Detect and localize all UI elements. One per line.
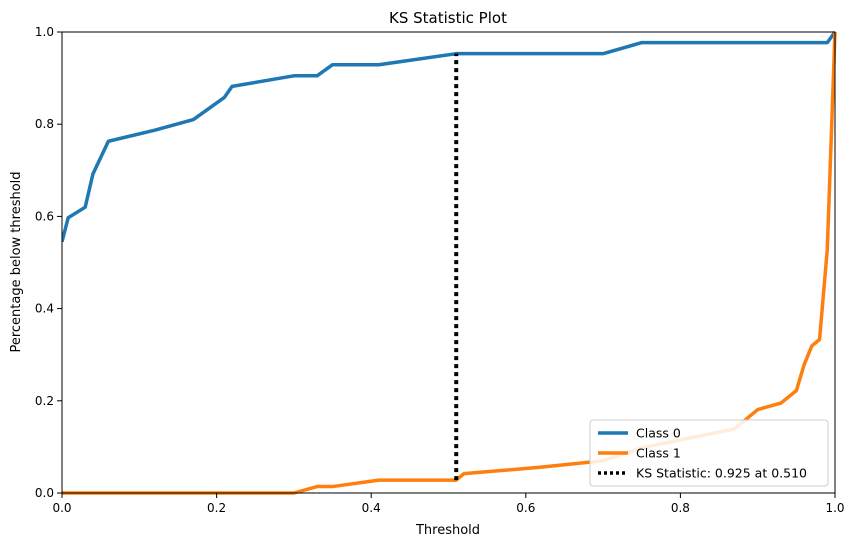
x-tick-label: 0.8 <box>671 501 690 515</box>
legend-label: Class 1 <box>636 446 681 461</box>
x-tick-label: 0.0 <box>52 501 71 515</box>
y-tick-label: 0.4 <box>35 302 54 316</box>
chart-legend: Class 0 Class 1 KS Statistic: 0.925 at 0.5… <box>589 419 829 487</box>
y-axis-label: Percentage below threshold <box>9 171 24 352</box>
x-tick-label: 0.2 <box>207 501 226 515</box>
legend-box <box>589 419 829 487</box>
y-tick-label: 0.2 <box>35 394 54 408</box>
chart-title: KS Statistic Plot <box>389 9 507 27</box>
x-tick-label: 0.6 <box>516 501 535 515</box>
y-tick-label: 0.0 <box>35 486 54 500</box>
y-tick-label: 0.6 <box>35 209 54 223</box>
y-axis-ticks: 0.0 0.2 0.4 0.6 0.8 1.0 <box>35 25 62 500</box>
y-tick-label: 0.8 <box>35 117 54 131</box>
x-axis-ticks: 0.0 0.2 0.4 0.6 0.8 1.0 <box>52 493 845 515</box>
legend-label: KS Statistic: 0.925 at 0.510 <box>636 466 807 481</box>
series-line-class-0 <box>62 30 837 243</box>
y-tick-label: 1.0 <box>35 25 54 39</box>
legend-label: Class 0 <box>636 426 681 441</box>
x-axis-label: Threshold <box>415 523 480 538</box>
x-tick-label: 0.4 <box>362 501 381 515</box>
axes-frame <box>61 31 836 494</box>
x-tick-label: 1.0 <box>825 501 844 515</box>
